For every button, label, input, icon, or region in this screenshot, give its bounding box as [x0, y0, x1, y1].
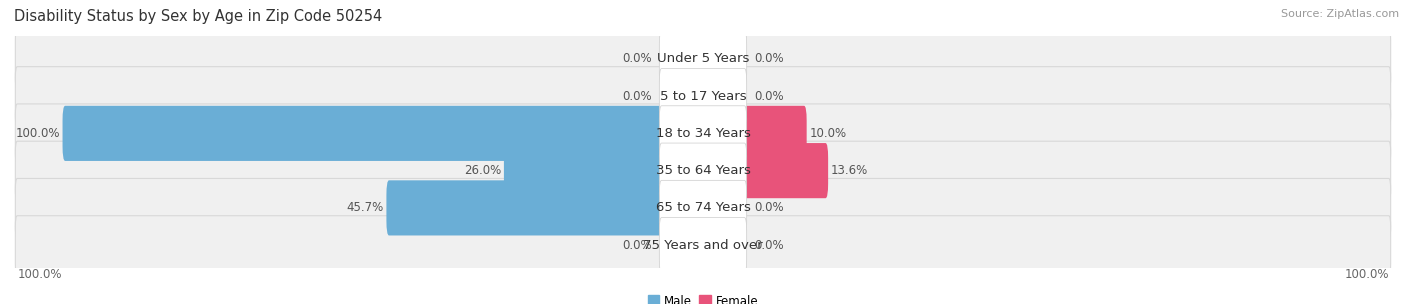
Text: 13.6%: 13.6%: [831, 164, 868, 177]
FancyBboxPatch shape: [15, 104, 1391, 163]
Text: 5 to 17 Years: 5 to 17 Years: [659, 90, 747, 103]
Text: 0.0%: 0.0%: [754, 239, 783, 252]
Text: 75 Years and over: 75 Years and over: [643, 239, 763, 252]
Text: Under 5 Years: Under 5 Years: [657, 52, 749, 65]
FancyBboxPatch shape: [742, 106, 807, 161]
Text: 0.0%: 0.0%: [754, 201, 783, 214]
Text: Source: ZipAtlas.com: Source: ZipAtlas.com: [1281, 9, 1399, 19]
FancyBboxPatch shape: [15, 178, 1391, 237]
Text: 100.0%: 100.0%: [1344, 268, 1389, 281]
FancyBboxPatch shape: [742, 143, 828, 198]
FancyBboxPatch shape: [15, 216, 1391, 275]
FancyBboxPatch shape: [15, 29, 1391, 88]
Text: 100.0%: 100.0%: [15, 127, 60, 140]
FancyBboxPatch shape: [659, 180, 747, 236]
FancyBboxPatch shape: [387, 180, 664, 236]
Text: 0.0%: 0.0%: [754, 90, 783, 103]
Text: 35 to 64 Years: 35 to 64 Years: [655, 164, 751, 177]
Text: 0.0%: 0.0%: [623, 90, 652, 103]
Text: 10.0%: 10.0%: [810, 127, 846, 140]
FancyBboxPatch shape: [15, 67, 1391, 126]
FancyBboxPatch shape: [659, 68, 747, 124]
FancyBboxPatch shape: [15, 141, 1391, 200]
FancyBboxPatch shape: [503, 143, 664, 198]
FancyBboxPatch shape: [659, 106, 747, 161]
Text: 26.0%: 26.0%: [464, 164, 502, 177]
Text: 45.7%: 45.7%: [347, 201, 384, 214]
Text: 18 to 34 Years: 18 to 34 Years: [655, 127, 751, 140]
Text: 100.0%: 100.0%: [17, 268, 62, 281]
Legend: Male, Female: Male, Female: [643, 290, 763, 304]
Text: 0.0%: 0.0%: [754, 52, 783, 65]
Text: Disability Status by Sex by Age in Zip Code 50254: Disability Status by Sex by Age in Zip C…: [14, 9, 382, 24]
Text: 65 to 74 Years: 65 to 74 Years: [655, 201, 751, 214]
FancyBboxPatch shape: [659, 218, 747, 273]
FancyBboxPatch shape: [62, 106, 664, 161]
FancyBboxPatch shape: [659, 143, 747, 198]
Text: 0.0%: 0.0%: [623, 52, 652, 65]
FancyBboxPatch shape: [659, 31, 747, 86]
Text: 0.0%: 0.0%: [623, 239, 652, 252]
